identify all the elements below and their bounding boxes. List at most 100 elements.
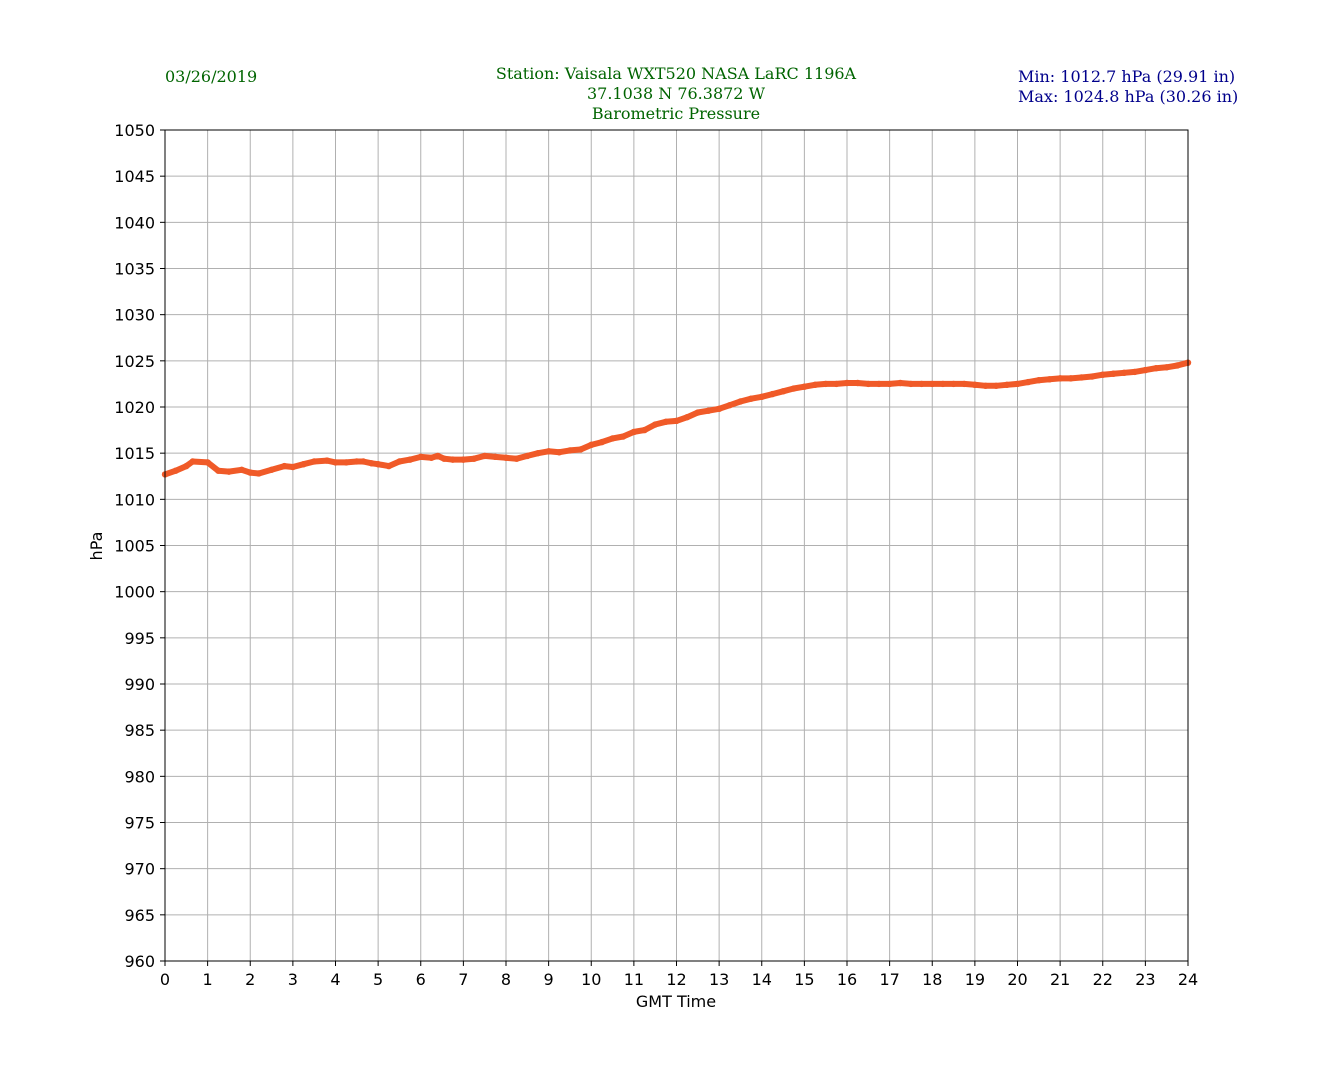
chart-title-block: Station: Vaisala WXT520 NASA LaRC 1196A … xyxy=(476,64,876,124)
x-tick-label: 1 xyxy=(203,970,213,989)
data-point xyxy=(449,456,456,463)
x-tick-label: 4 xyxy=(330,970,340,989)
data-point xyxy=(189,458,196,465)
data-point xyxy=(907,380,915,388)
x-tick-label: 10 xyxy=(581,970,601,989)
y-tick-label: 1005 xyxy=(114,537,155,556)
data-point xyxy=(1067,375,1074,382)
data-point xyxy=(492,453,499,461)
x-tick-label: 24 xyxy=(1178,970,1198,989)
x-tick-label: 0 xyxy=(160,970,170,989)
data-point xyxy=(268,466,275,473)
x-tick-label: 11 xyxy=(624,970,644,989)
data-point xyxy=(1142,366,1149,374)
y-tick-label: 1050 xyxy=(114,121,155,140)
data-point xyxy=(428,454,435,461)
min-value: Min: 1012.7 hPa (29.91 in) xyxy=(1018,67,1236,86)
data-point xyxy=(440,455,448,462)
x-tick-label: 13 xyxy=(709,970,729,989)
x-tick-label: 15 xyxy=(794,970,814,989)
data-point xyxy=(865,380,872,388)
data-point xyxy=(360,458,367,465)
data-point xyxy=(598,438,606,446)
y-tick-label: 990 xyxy=(124,675,155,694)
y-tick-label: 1025 xyxy=(114,352,155,371)
data-point xyxy=(524,452,531,460)
data-point xyxy=(502,454,510,461)
data-point xyxy=(1174,362,1181,369)
data-point xyxy=(843,379,851,387)
data-point xyxy=(939,380,947,388)
data-point xyxy=(332,459,339,466)
data-point xyxy=(641,426,648,434)
chart-title: Barometric Pressure xyxy=(591,104,761,123)
data-point xyxy=(726,401,733,409)
data-point xyxy=(886,380,893,388)
x-tick-label: 20 xyxy=(1007,970,1027,989)
data-point xyxy=(255,470,262,477)
data-point xyxy=(897,379,904,387)
y-tick-label: 960 xyxy=(124,952,155,971)
data-point xyxy=(1110,370,1117,377)
x-axis-label: GMT Time xyxy=(636,992,716,1011)
x-tick-label: 2 xyxy=(245,970,255,989)
x-tick-label: 3 xyxy=(288,970,298,989)
data-point xyxy=(705,407,712,414)
data-point xyxy=(673,417,680,425)
data-point xyxy=(790,385,797,392)
grid-lines xyxy=(164,129,1189,962)
data-point xyxy=(470,455,478,462)
date-label: 03/26/2019 xyxy=(165,67,258,86)
data-point xyxy=(323,457,331,464)
data-point xyxy=(556,449,563,456)
data-point xyxy=(374,461,382,468)
data-point xyxy=(620,433,627,440)
data-point xyxy=(1056,375,1064,382)
data-point xyxy=(247,469,254,476)
data-point xyxy=(460,456,467,463)
data-point xyxy=(982,382,989,389)
data-point xyxy=(769,390,776,398)
data-point xyxy=(215,467,222,474)
x-tick-label: 7 xyxy=(458,970,468,989)
data-point xyxy=(225,468,233,475)
data-point xyxy=(534,449,542,457)
data-point xyxy=(368,460,375,467)
data-point xyxy=(545,448,552,455)
data-point xyxy=(694,409,702,416)
x-tick-label: 17 xyxy=(879,970,899,989)
y-tick-label: 1000 xyxy=(114,583,155,602)
y-tick-label: 985 xyxy=(124,721,155,740)
station-line: Station: Vaisala WXT520 NASA LaRC 1196A xyxy=(495,64,857,83)
data-point xyxy=(1088,373,1096,380)
data-point xyxy=(630,428,638,436)
x-tick-label: 12 xyxy=(666,970,686,989)
axis-ticks: 0 1 2 3 4 5 6 7 8 9 10 11 12 13 14 15 16 17 18 19 20 21 22 23 24… xyxy=(114,121,1198,989)
x-tick-label: 14 xyxy=(752,970,772,989)
data-point xyxy=(662,418,670,425)
data-point xyxy=(737,398,744,405)
data-point xyxy=(992,382,1000,389)
x-tick-label: 19 xyxy=(965,970,985,989)
data-point xyxy=(683,413,691,421)
x-tick-label: 22 xyxy=(1093,970,1113,989)
data-point xyxy=(1003,381,1011,389)
data-point xyxy=(833,380,840,388)
data-point xyxy=(342,459,350,466)
y-tick-label: 970 xyxy=(124,860,155,879)
y-tick-label: 1010 xyxy=(114,490,155,509)
data-point xyxy=(1024,378,1032,386)
y-tick-label: 1030 xyxy=(114,306,155,325)
data-point xyxy=(396,458,403,465)
data-point xyxy=(281,462,288,470)
data-point xyxy=(1131,368,1138,376)
data-point xyxy=(204,459,211,466)
data-point xyxy=(1046,376,1053,383)
data-point xyxy=(1152,365,1160,372)
data-point xyxy=(183,462,190,470)
data-point xyxy=(406,456,414,463)
data-point xyxy=(651,421,659,428)
data-point xyxy=(300,461,307,468)
data-point xyxy=(961,380,968,388)
